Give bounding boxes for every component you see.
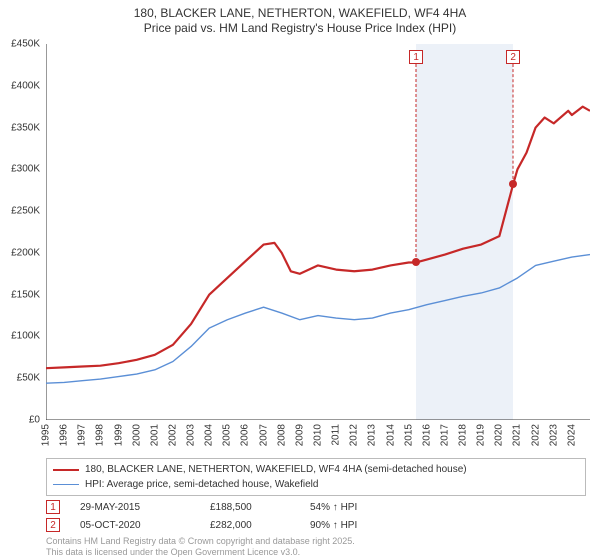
x-tick-label: 2006 bbox=[240, 424, 251, 446]
x-tick-label: 1997 bbox=[77, 424, 88, 446]
marker-dot bbox=[509, 180, 517, 188]
title-address: 180, BLACKER LANE, NETHERTON, WAKEFIELD,… bbox=[0, 6, 600, 21]
legend: 180, BLACKER LANE, NETHERTON, WAKEFIELD,… bbox=[46, 458, 586, 496]
footer-line2: This data is licensed under the Open Gov… bbox=[46, 547, 355, 558]
y-tick-label: £150K bbox=[11, 289, 40, 300]
x-tick-label: 2019 bbox=[476, 424, 487, 446]
sale-price: £282,000 bbox=[210, 520, 290, 531]
x-tick-label: 2021 bbox=[512, 424, 523, 446]
legend-swatch bbox=[53, 484, 79, 485]
legend-item: HPI: Average price, semi-detached house,… bbox=[53, 477, 579, 492]
y-tick-label: £250K bbox=[11, 206, 40, 217]
sale-hpi: 54% ↑ HPI bbox=[310, 502, 430, 513]
series-line bbox=[46, 255, 590, 384]
x-tick-label: 2002 bbox=[167, 424, 178, 446]
footer-line1: Contains HM Land Registry data © Crown c… bbox=[46, 536, 355, 547]
y-tick-label: £200K bbox=[11, 247, 40, 258]
x-tick-label: 2001 bbox=[149, 424, 160, 446]
chart-container: 180, BLACKER LANE, NETHERTON, WAKEFIELD,… bbox=[0, 0, 600, 560]
x-tick-label: 2008 bbox=[276, 424, 287, 446]
sale-hpi: 90% ↑ HPI bbox=[310, 520, 430, 531]
x-tick-label: 2016 bbox=[421, 424, 432, 446]
x-tick-label: 2017 bbox=[439, 424, 450, 446]
sale-row: 1 29-MAY-2015 £188,500 54% ↑ HPI bbox=[46, 498, 586, 516]
x-tick-label: 2015 bbox=[403, 424, 414, 446]
x-axis-labels: 1995199619971998199920002001200220032004… bbox=[46, 420, 590, 460]
x-tick-label: 2020 bbox=[494, 424, 505, 446]
chart-title: 180, BLACKER LANE, NETHERTON, WAKEFIELD,… bbox=[0, 0, 600, 36]
legend-label: HPI: Average price, semi-detached house,… bbox=[85, 477, 318, 492]
sale-marker-box: 1 bbox=[46, 500, 60, 514]
x-tick-label: 2014 bbox=[385, 424, 396, 446]
x-tick-label: 1995 bbox=[41, 424, 52, 446]
footer-attribution: Contains HM Land Registry data © Crown c… bbox=[46, 536, 355, 559]
sale-row: 2 05-OCT-2020 £282,000 90% ↑ HPI bbox=[46, 516, 586, 534]
y-tick-label: £50K bbox=[17, 373, 40, 384]
title-subtitle: Price paid vs. HM Land Registry's House … bbox=[0, 21, 600, 36]
x-tick-label: 2018 bbox=[458, 424, 469, 446]
y-tick-label: £300K bbox=[11, 164, 40, 175]
sale-date: 05-OCT-2020 bbox=[80, 520, 190, 531]
y-tick-label: £450K bbox=[11, 39, 40, 50]
marker-number-box: 1 bbox=[409, 50, 423, 64]
x-tick-label: 2000 bbox=[131, 424, 142, 446]
marker-dot bbox=[412, 258, 420, 266]
y-tick-label: £100K bbox=[11, 331, 40, 342]
x-tick-label: 2009 bbox=[294, 424, 305, 446]
y-tick-label: £400K bbox=[11, 80, 40, 91]
y-tick-label: £0 bbox=[29, 415, 40, 426]
series-line bbox=[46, 107, 590, 369]
legend-item: 180, BLACKER LANE, NETHERTON, WAKEFIELD,… bbox=[53, 462, 579, 477]
x-tick-label: 2011 bbox=[331, 424, 342, 446]
x-tick-label: 2023 bbox=[548, 424, 559, 446]
sale-price: £188,500 bbox=[210, 502, 290, 513]
x-tick-label: 1996 bbox=[59, 424, 70, 446]
sales-table: 1 29-MAY-2015 £188,500 54% ↑ HPI 2 05-OCT-202… bbox=[46, 498, 586, 534]
legend-swatch bbox=[53, 469, 79, 471]
x-tick-label: 2024 bbox=[566, 424, 577, 446]
x-tick-label: 2003 bbox=[186, 424, 197, 446]
x-tick-label: 2004 bbox=[204, 424, 215, 446]
x-tick-label: 2013 bbox=[367, 424, 378, 446]
legend-label: 180, BLACKER LANE, NETHERTON, WAKEFIELD,… bbox=[85, 462, 467, 477]
x-tick-label: 2022 bbox=[530, 424, 541, 446]
marker-guideline bbox=[416, 64, 417, 262]
x-tick-label: 1999 bbox=[113, 424, 124, 446]
x-tick-label: 1998 bbox=[95, 424, 106, 446]
x-tick-label: 2005 bbox=[222, 424, 233, 446]
plot-area: 12 bbox=[46, 44, 590, 420]
sale-date: 29-MAY-2015 bbox=[80, 502, 190, 513]
y-tick-label: £350K bbox=[11, 122, 40, 133]
x-tick-label: 2012 bbox=[349, 424, 360, 446]
marker-guideline bbox=[513, 64, 514, 184]
line-chart-svg bbox=[46, 44, 590, 420]
y-axis-labels: £0£50K£100K£150K£200K£250K£300K£350K£400… bbox=[0, 44, 44, 420]
marker-number-box: 2 bbox=[506, 50, 520, 64]
x-tick-label: 2007 bbox=[258, 424, 269, 446]
sale-marker-box: 2 bbox=[46, 518, 60, 532]
x-tick-label: 2010 bbox=[313, 424, 324, 446]
